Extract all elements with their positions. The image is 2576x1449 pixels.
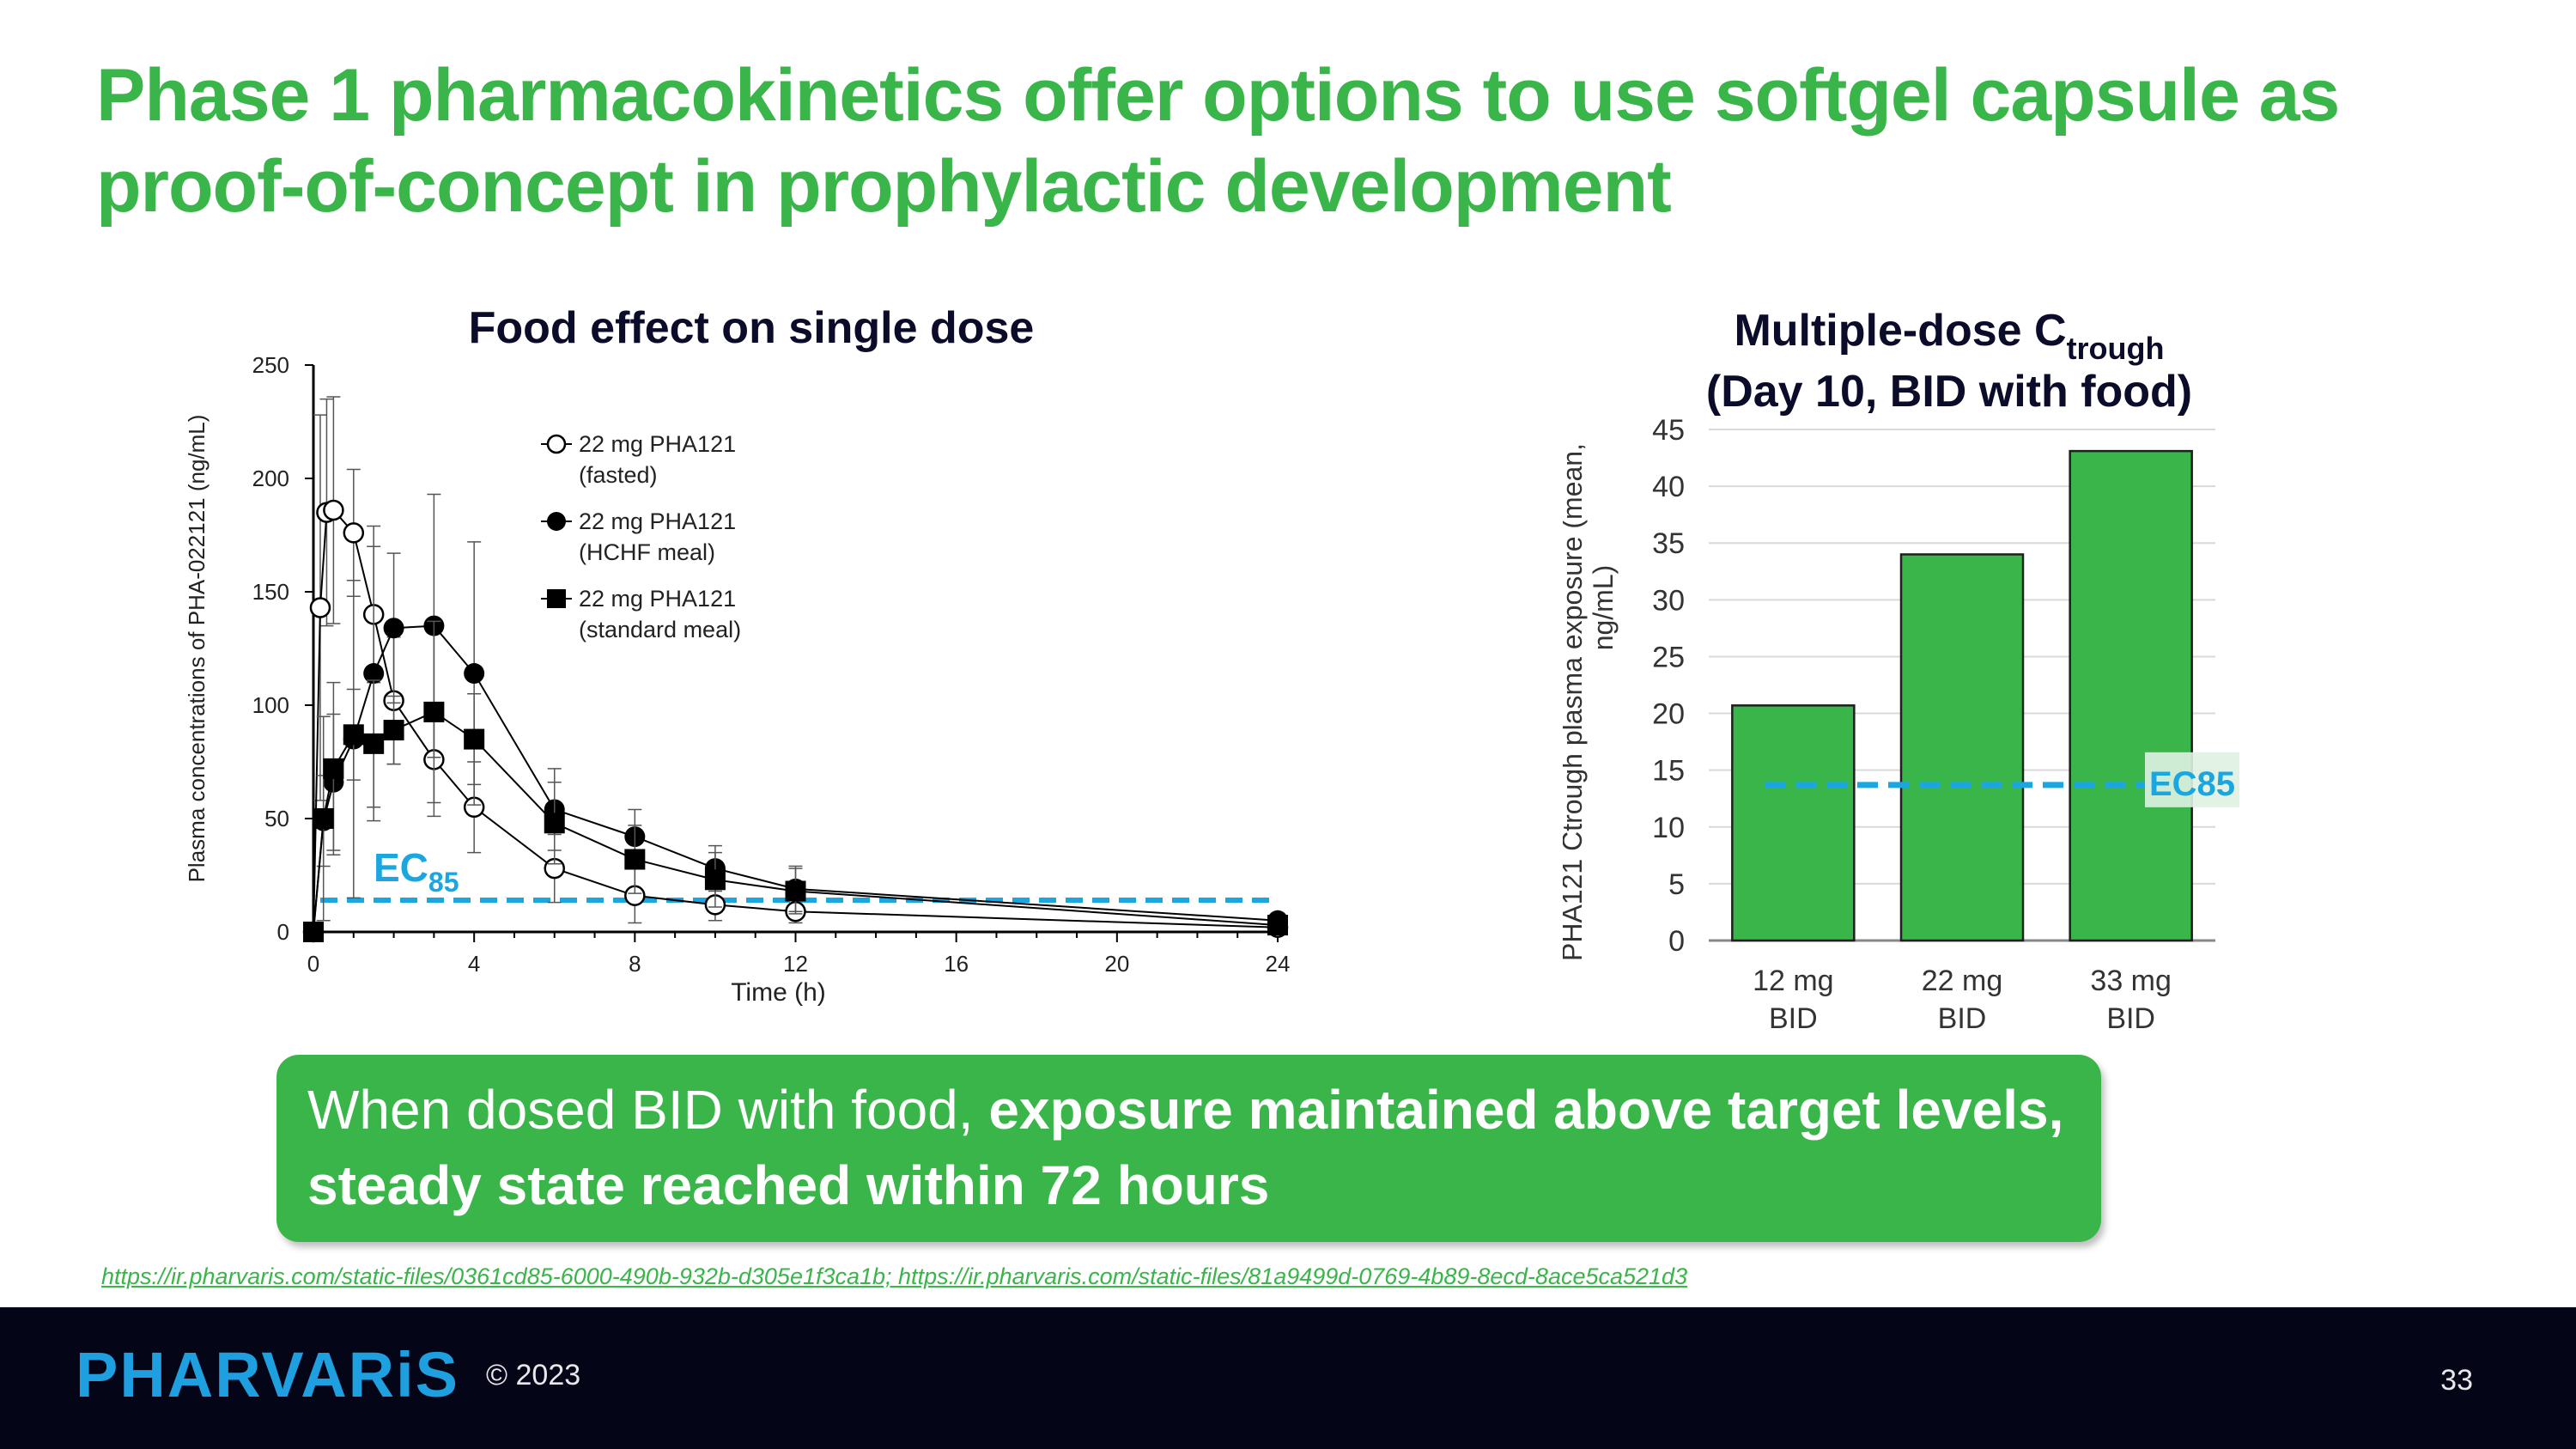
y-tick-label: 40 [1652,471,1685,503]
data-point [464,663,485,685]
bar-chart-title-main: Multiple-dose C [1734,306,2067,356]
key-message-callout: When dosed BID with food, exposure maint… [276,1055,2101,1242]
data-point [423,701,445,722]
y-tick-label: 0 [1668,925,1685,958]
data-point [323,758,344,779]
pharvaris-logo: PHARVARiS [76,1339,460,1410]
y-axis-label-line1: PHA121 Ctrough plasma exposure (mean, [1563,443,1588,961]
category-label: 33 mg [2090,965,2172,997]
pk-line-chart: 0 50 100 150 200 250 0 4 8 12 16 20 24 Time (h) Plasma… [184,352,1291,1007]
data-point [309,597,331,618]
y-tick-label: 30 [1652,584,1685,617]
data-point [363,663,385,685]
legend-label: (fasted) [579,462,658,488]
legend-label: (HCHF meal) [579,539,715,565]
y-tick-label: 0 [277,919,289,945]
legend-label: 22 mg PHA121 [579,508,736,534]
y-tick-label: 45 [1652,414,1685,447]
x-tick-label: 24 [1266,951,1291,977]
legend-marker [546,434,567,454]
data-point [303,922,324,942]
y-tick-label: 10 [1652,812,1685,844]
ec85-label: EC85 [374,845,459,898]
bar-chart-title: Multiple-dose Ctrough (Day 10, BID with … [1683,302,2215,420]
y-tick-label: 20 [1652,698,1685,731]
x-tick-label: 16 [944,951,969,977]
data-point [343,522,365,544]
data-point [323,499,344,521]
data-point [624,849,646,870]
y-tick-label: 15 [1652,755,1685,788]
data-point [313,808,334,829]
category-label: 12 mg [1753,965,1833,997]
source-links[interactable]: https://ir.pharvaris.com/static-files/03… [101,1263,1688,1289]
y-tick-label: 250 [252,352,289,378]
data-point [544,813,565,834]
data-point [704,869,726,891]
y-tick-label: 25 [1652,641,1685,673]
y-axis-label: Plasma concentrations of PHA-022121 (ng/… [184,415,210,883]
bar-chart-title-line2: (Day 10, BID with food) [1705,367,2193,417]
footer-bar: PHARVARiS © 2023 33 [0,1307,2576,1449]
x-tick-label: 4 [468,951,480,977]
y-axis-label-line2: ng/mL) [1588,565,1619,651]
data-point [383,618,404,639]
ec85-label-box [2145,752,2239,807]
page-number: 33 [2440,1364,2473,1397]
y-tick-label: 100 [252,692,289,718]
bar-1 [1731,704,1856,942]
bar-3 [2069,449,2193,942]
x-axis-label: Time (h) [731,978,826,1007]
x-tick-label: 20 [1104,951,1129,977]
x-tick-label: 8 [629,951,641,977]
slide-title: Phase 1 pharmacokinetics offer options t… [96,54,2340,228]
y-tick-label: 35 [1652,527,1685,560]
y-tick-label: 50 [264,806,289,831]
y-tick-label: 5 [1668,868,1685,901]
data-point [785,880,806,902]
ctrough-bar-chart: 0 5 10 15 20 25 30 35 40 45 12 mg BID 22 mg BID 33 mg B… [1563,414,2239,1035]
legend-marker [547,512,566,531]
legend-label: 22 mg PHA121 [579,431,736,457]
x-tick-label: 0 [307,951,319,977]
category-label: BID [2106,1002,2155,1035]
x-tick-label: 12 [783,951,808,977]
callout-emphasis: exposure maintained above target levels,… [307,1079,2064,1216]
data-point [343,724,364,746]
data-point [1267,915,1288,936]
ec85-label: EC85 [2149,765,2235,803]
copyright: © 2023 [486,1359,581,1391]
category-label: 22 mg [1922,965,2003,997]
pk-chart-title: Food effect on single dose [468,303,1035,353]
y-tick-label: 200 [252,466,289,491]
bar-chart-title-subscript: trough [2066,331,2165,366]
bar-2 [1899,553,2025,942]
legend-marker [547,589,566,608]
legend-label: 22 mg PHA121 [579,586,736,612]
data-point [383,720,404,741]
category-label: BID [1938,1002,1987,1035]
y-tick-label: 150 [252,579,289,605]
legend-label: (standard meal) [579,617,741,642]
data-point [464,728,485,750]
callout-intro: When dosed BID with food, [307,1079,989,1141]
data-point [363,733,385,754]
category-label: BID [1769,1002,1818,1035]
